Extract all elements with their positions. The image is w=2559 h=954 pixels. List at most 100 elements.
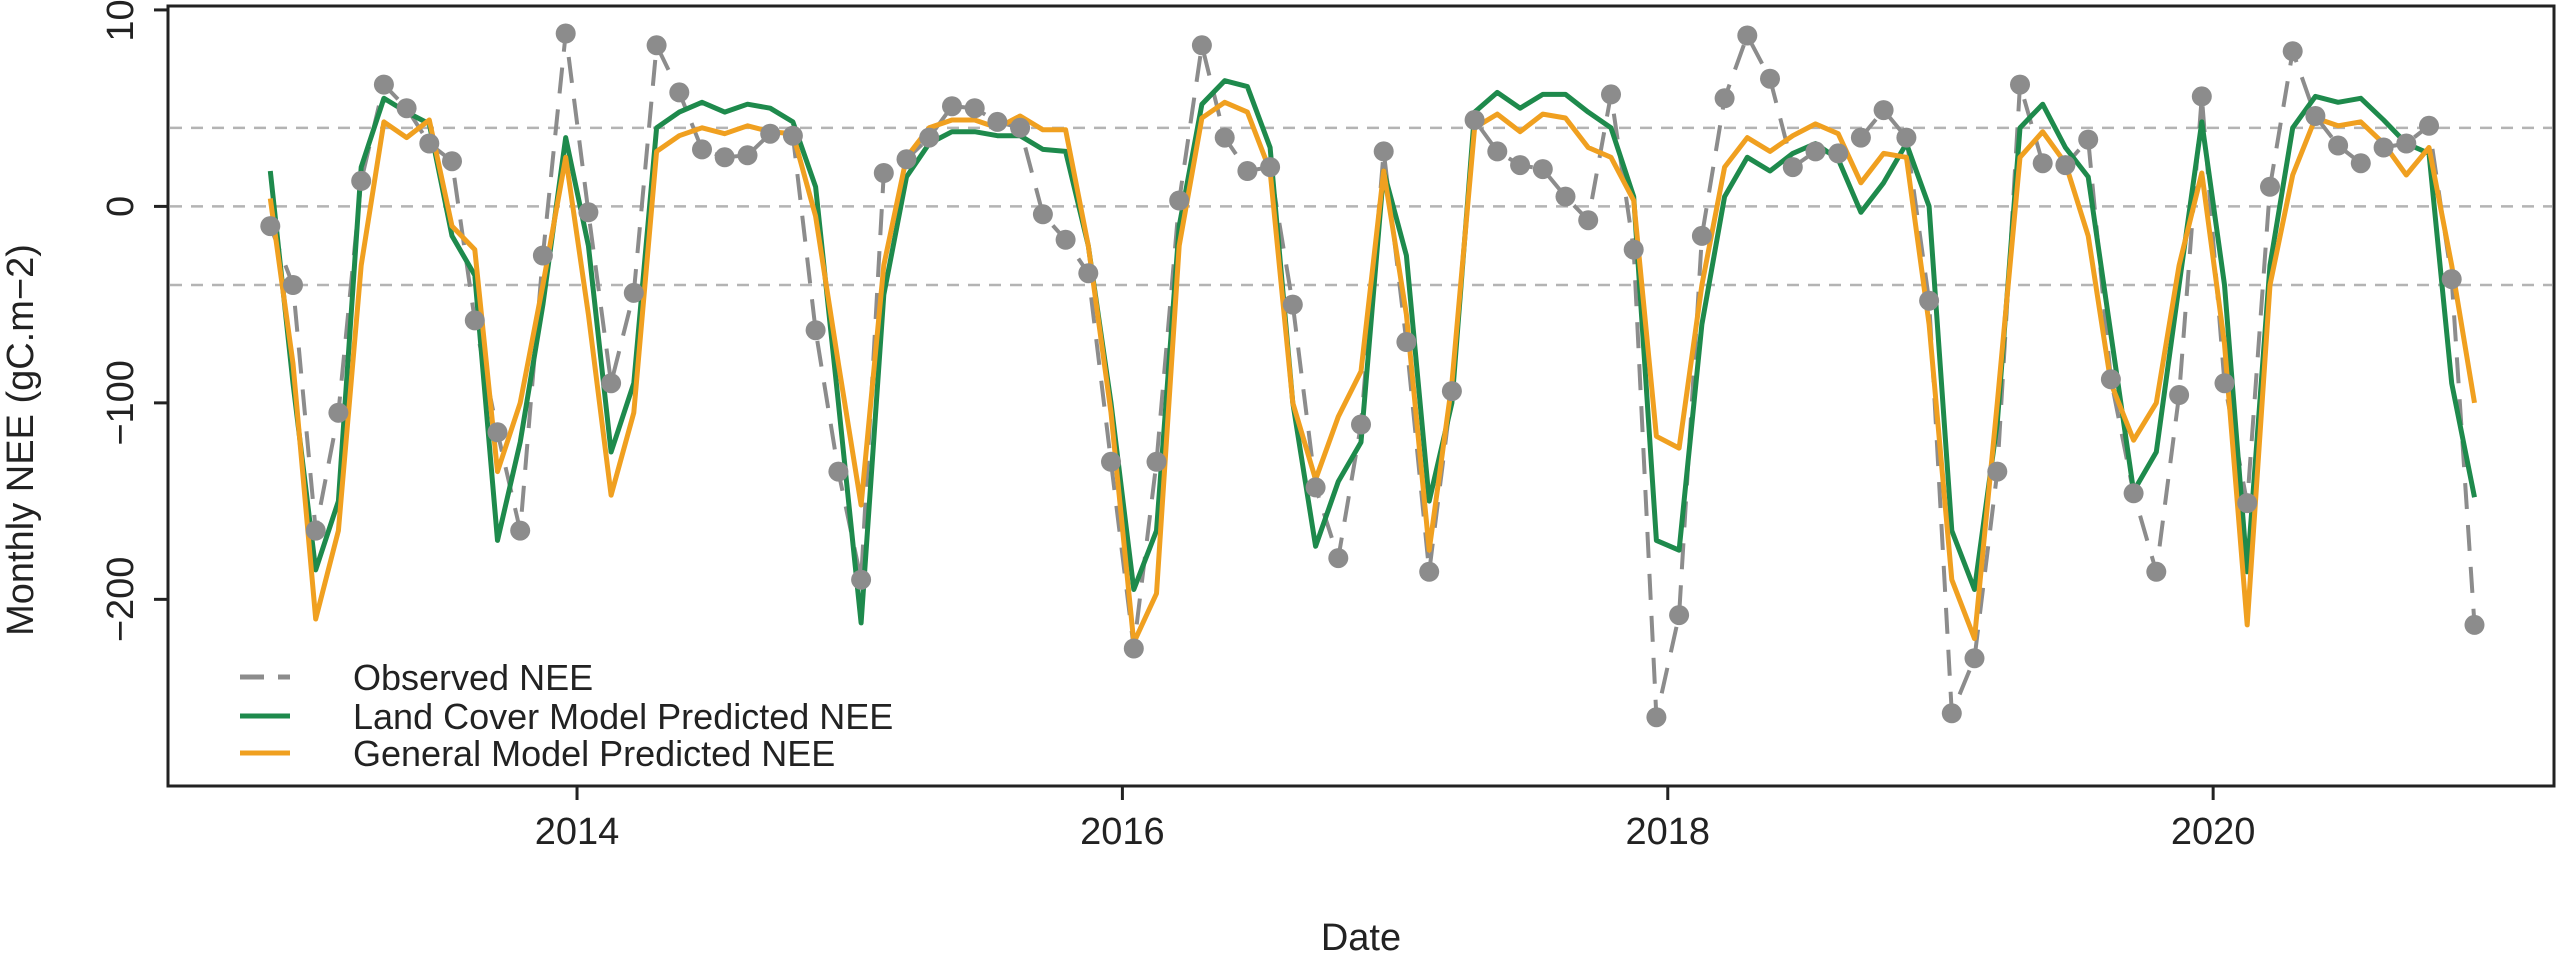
observed-point-37 [1101, 451, 1121, 472]
observed-point-16 [623, 282, 644, 303]
observed-point-5 [373, 74, 394, 95]
observed-point-41 [1191, 35, 1212, 56]
observed-point-76 [1987, 461, 2008, 482]
observed-point-81 [2100, 369, 2121, 390]
x-tick-label-2: 2018 [1625, 811, 1710, 853]
observed-point-65 [1737, 25, 1758, 46]
x-tick-label-0: 2014 [535, 811, 620, 853]
observed-point-82 [2123, 483, 2144, 504]
observed-point-95 [2419, 115, 2439, 136]
series-line-2 [267, 99, 2477, 646]
observed-point-84 [2169, 385, 2190, 405]
observed-point-42 [1214, 127, 1235, 148]
observed-point-11 [510, 520, 531, 541]
observed-point-14 [578, 202, 599, 223]
observed-point-7 [419, 133, 440, 154]
observed-point-35 [1055, 229, 1076, 250]
observed-point-33 [1010, 117, 1031, 138]
observed-point-20 [714, 147, 735, 168]
observed-point-10 [487, 422, 508, 443]
observed-point-29 [919, 127, 940, 148]
observed-point-61 [1646, 707, 1667, 728]
observed-point-64 [1714, 88, 1735, 109]
observed-point-1 [283, 275, 303, 295]
observed-point-66 [1760, 68, 1780, 89]
observed-point-88 [2260, 176, 2280, 197]
x-tick-label-1: 2016 [1080, 811, 1165, 853]
observed-point-69 [1828, 143, 1849, 164]
observed-point-94 [2396, 133, 2417, 154]
observed-point-18 [669, 82, 690, 103]
x-axis-label: Date [1321, 917, 1401, 954]
observed-point-13 [555, 23, 576, 44]
observed-point-72 [1896, 127, 1917, 148]
observed-point-96 [2441, 269, 2462, 290]
observed-point-59 [1601, 84, 1621, 105]
observed-point-9 [464, 310, 485, 331]
reference-lines [170, 126, 2552, 287]
observed-point-21 [737, 145, 758, 166]
observed-point-26 [851, 569, 872, 590]
observed-point-62 [1669, 605, 1690, 626]
y-tick-label-0: −200 [100, 557, 142, 643]
observed-point-92 [2350, 153, 2371, 174]
y-axis-label: Monthly NEE (gC.m−2) [0, 244, 42, 636]
observed-point-97 [2464, 614, 2485, 635]
observed-point-71 [1873, 100, 1894, 121]
y-tick-label-1: −100 [100, 360, 142, 446]
y-tick-label-2: 0 [100, 196, 142, 217]
observed-point-60 [1623, 239, 1644, 260]
observed-point-27 [873, 163, 894, 183]
observed-point-67 [1782, 157, 1803, 178]
observed-point-52 [1441, 381, 1462, 402]
observed-point-28 [896, 149, 917, 170]
observed-point-39 [1146, 451, 1167, 472]
observed-point-40 [1169, 190, 1190, 211]
observed-point-4 [351, 170, 372, 191]
series-layer [260, 23, 2485, 728]
y-tick-label-3: 100 [100, 0, 142, 42]
observed-point-24 [805, 320, 826, 341]
legend: Observed NEE Land Cover Model Predicted … [240, 657, 893, 774]
observed-point-8 [442, 151, 462, 172]
observed-point-34 [1032, 204, 1053, 225]
observed-point-46 [1305, 477, 1326, 498]
observed-point-23 [782, 125, 803, 146]
observed-point-31 [964, 98, 985, 119]
observed-point-53 [1464, 110, 1485, 130]
observed-point-3 [328, 402, 349, 423]
observed-point-70 [1850, 127, 1871, 148]
legend-label-land-cover: Land Cover Model Predicted NEE [353, 696, 893, 737]
observed-point-77 [2010, 74, 2030, 95]
observed-point-93 [2373, 137, 2394, 158]
observed-point-25 [828, 461, 849, 482]
x-tick-label-3: 2020 [2171, 811, 2256, 853]
observed-point-36 [1078, 263, 1099, 284]
observed-point-68 [1805, 141, 1826, 162]
observed-point-56 [1532, 159, 1553, 180]
observed-point-2 [305, 520, 326, 541]
observed-point-17 [646, 35, 667, 56]
observed-point-12 [532, 245, 553, 266]
observed-point-55 [1510, 155, 1531, 176]
observed-point-19 [692, 139, 712, 160]
observed-point-15 [601, 373, 622, 394]
observed-point-49 [1373, 141, 1394, 162]
legend-label-general: General Model Predicted NEE [353, 733, 835, 774]
x-axis: 2014 2016 2018 2020 [535, 786, 2256, 853]
observed-point-51 [1419, 561, 1440, 582]
observed-point-48 [1351, 414, 1371, 435]
observed-point-50 [1396, 332, 1417, 352]
observed-point-89 [2282, 41, 2303, 62]
observed-point-47 [1328, 548, 1349, 569]
observed-point-63 [1691, 225, 1712, 246]
observed-point-43 [1237, 161, 1258, 181]
observed-point-22 [760, 123, 781, 144]
observed-point-87 [2237, 493, 2258, 514]
observed-point-30 [942, 96, 962, 117]
series-2 [267, 99, 2477, 646]
observed-points [260, 23, 2485, 728]
observed-point-0 [260, 216, 281, 237]
observed-point-45 [1282, 294, 1303, 315]
